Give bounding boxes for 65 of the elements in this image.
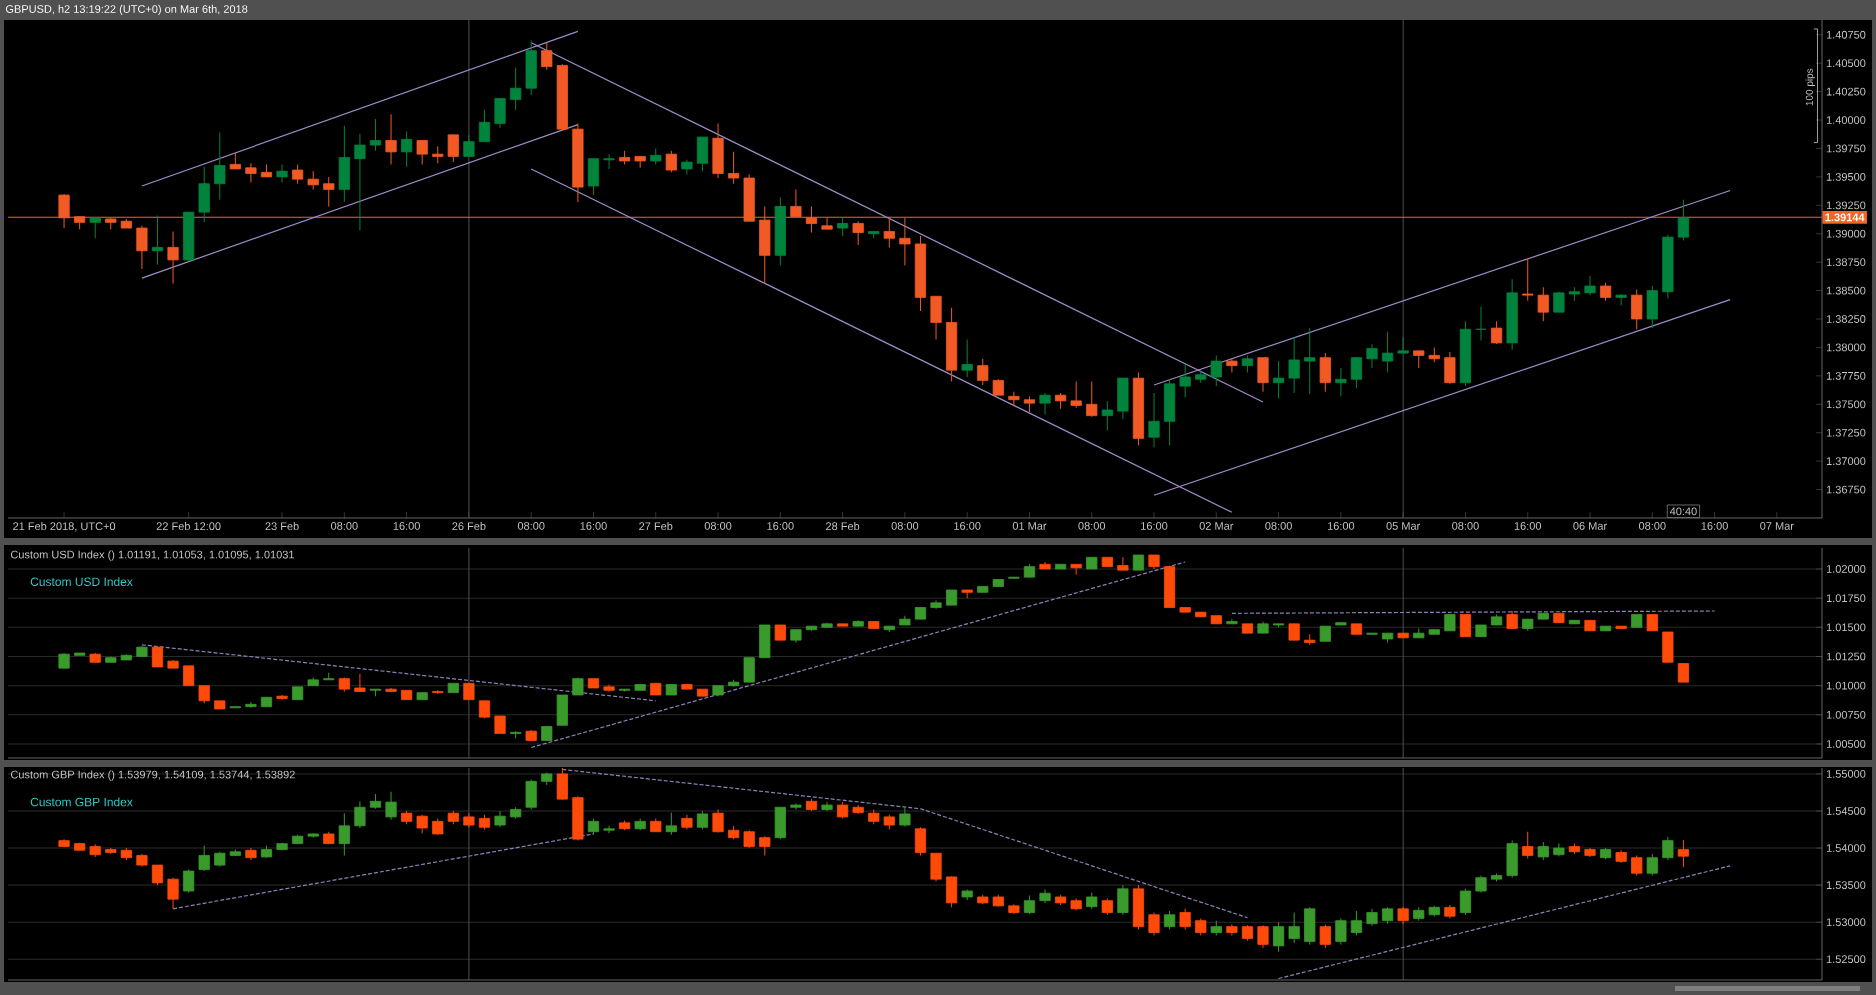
chart-title: Custom GBP Index () 1.53979, 1.54109, 1.53744, 1.53892 <box>10 770 295 781</box>
x-tick-label: 07 Mar <box>1760 522 1794 530</box>
x-tick-label: 01 Mar <box>1012 522 1047 530</box>
y-tick-label: 1.38250 <box>1826 315 1866 323</box>
y-tick-label: 1.40000 <box>1826 116 1866 124</box>
y-tick-label: 1.00500 <box>1826 740 1866 748</box>
annotation: Custom USD Index <box>30 577 133 586</box>
x-tick-label: 02 Mar <box>1199 522 1234 530</box>
y-tick-label: 1.40750 <box>1826 30 1866 39</box>
x-tick-label: 08:00 <box>1078 522 1106 530</box>
x-tick-label: 16:00 <box>1514 522 1542 530</box>
x-tick-label: 05 Mar <box>1386 522 1421 530</box>
x-tick-label: 16:00 <box>1141 522 1168 530</box>
y-tick-label: 1.36750 <box>1826 485 1866 494</box>
y-tick-label: 1.55000 <box>1826 770 1866 778</box>
y-tick-label: 1.37500 <box>1826 400 1866 409</box>
y-tick-label: 1.02000 <box>1826 565 1866 573</box>
x-tick-label: 06 Mar <box>1573 522 1607 530</box>
annotation: Custom GBP Index <box>30 797 133 807</box>
x-tick-label: 16:00 <box>1701 522 1728 530</box>
x-tick-label: 16:00 <box>580 522 607 530</box>
x-tick-label: 08:00 <box>891 522 919 530</box>
y-tick-label: 1.54500 <box>1826 807 1866 815</box>
y-tick-label: 1.38750 <box>1826 258 1866 267</box>
y-tick-label: 1.01000 <box>1826 681 1866 690</box>
y-tick-label: 1.01250 <box>1826 652 1866 661</box>
annotation: 40:40 <box>1669 507 1697 516</box>
x-tick-label: 27 Feb <box>639 522 673 531</box>
y-tick-label: 1.39500 <box>1826 172 1866 181</box>
x-tick-label: 08:00 <box>1265 522 1292 530</box>
x-tick-label: 08:00 <box>1452 522 1479 530</box>
y-tick-label: 1.53500 <box>1826 881 1866 889</box>
chart-title: Custom USD Index () 1.01191, 1.01053, 1.01095, 1.01031 <box>10 550 294 561</box>
y-tick-label: 1.38000 <box>1826 343 1866 352</box>
x-tick-label: 16:00 <box>954 522 981 530</box>
x-tick-label: 16:00 <box>767 522 794 530</box>
y-tick-label: 1.53000 <box>1826 918 1866 927</box>
y-tick-label: 1.52500 <box>1826 955 1866 964</box>
y-tick-label: 1.39000 <box>1826 229 1866 238</box>
x-tick-label: 22 Feb 12:00 <box>156 522 221 531</box>
y-tick-label: 1.54000 <box>1826 844 1866 852</box>
ref-line-label: 1.39144 <box>1825 213 1865 222</box>
y-tick-label: 1.40500 <box>1826 59 1866 68</box>
x-tick-label: 08:00 <box>704 522 732 530</box>
y-tick-label: 1.38500 <box>1826 286 1866 295</box>
x-tick-label: 08:00 <box>1638 522 1666 530</box>
x-tick-label: 08:00 <box>331 522 358 530</box>
y-tick-label: 1.01500 <box>1826 623 1866 632</box>
y-tick-label: 1.00750 <box>1826 710 1866 719</box>
y-tick-label: 1.39750 <box>1826 144 1866 153</box>
y-tick-label: 1.37750 <box>1826 371 1866 380</box>
y-tick-label: 1.37250 <box>1826 428 1866 437</box>
x-tick-label: 28 Feb <box>826 522 860 531</box>
y-tick-label: 1.37000 <box>1826 457 1866 466</box>
y-tick-label: 1.39250 <box>1826 201 1866 210</box>
x-tick-label: 21 Feb 2018, UTC+0 <box>13 522 116 532</box>
x-tick-label: 16:00 <box>1327 522 1355 530</box>
chart-title: GBPUSD, h2 13:19:22 (UTC+0) on Mar 6th, 2018 <box>5 4 248 16</box>
x-tick-label: 16:00 <box>393 522 420 530</box>
x-tick-label: 23 Feb <box>265 522 299 531</box>
x-tick-label: 26 Feb <box>452 522 486 531</box>
y-tick-label: 1.01750 <box>1826 594 1866 603</box>
x-tick-label: 08:00 <box>517 522 545 530</box>
text: 100 pips <box>1805 68 1815 106</box>
y-tick-label: 1.40250 <box>1826 87 1866 96</box>
